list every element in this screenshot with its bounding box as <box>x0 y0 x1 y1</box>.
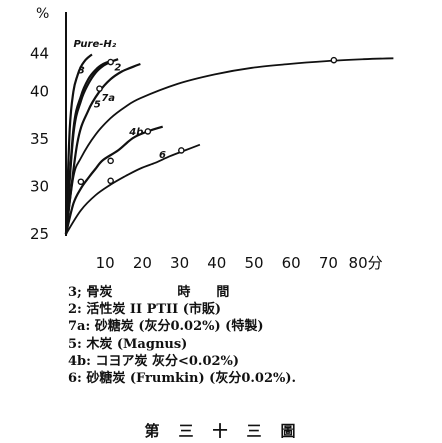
series-line-4b <box>64 125 163 235</box>
data-point <box>107 58 114 66</box>
series-labels: Pure-H₂ 3 2 7a5 4b 6 <box>73 39 166 161</box>
x-tick-label: 30 <box>170 254 189 272</box>
data-point <box>107 157 114 165</box>
figure-caption: 第 三 十 三 圖 <box>144 422 298 440</box>
legend-item: 3; 骨炭 時 間 <box>68 285 230 300</box>
x-tick-label: 60 <box>282 254 301 272</box>
series-label-4b: 4b <box>128 127 143 138</box>
data-series <box>64 53 394 235</box>
y-tick-label: 40 <box>30 83 49 101</box>
legend-item: 2: 活性炭 II PTII (市販) <box>68 302 222 318</box>
y-tick-label: 44 <box>30 45 49 63</box>
x-tick-label: 50 <box>244 254 263 272</box>
chart-plot: % 25 30 35 40 44 10 20 30 40 50 60 70 80分 Pure-H₂ 3 2 7… <box>30 6 394 272</box>
series-line-6 <box>65 143 201 235</box>
data-point <box>77 178 85 186</box>
x-tick-label: 70 <box>319 254 338 272</box>
legend: 3; 骨炭 時 間 2: 活性炭 II PTII (市販) 7a: 砂糖炭 (灰… <box>68 284 438 387</box>
series-line-7a <box>64 62 141 235</box>
y-tick-label: 30 <box>30 178 49 196</box>
legend-item: 7a: 砂糖炭 (灰分0.02%) (特製) <box>68 319 264 335</box>
series-label-5: 5 <box>94 100 101 111</box>
series-label-6: 6 <box>159 150 166 161</box>
data-point <box>144 128 152 135</box>
x-tick-label: 80分 <box>349 254 383 272</box>
data-point <box>107 177 114 185</box>
y-tick-labels: % 25 30 35 40 44 <box>30 6 49 243</box>
y-tick-label: 25 <box>30 225 49 243</box>
y-tick-label: 35 <box>30 130 49 148</box>
series-line-5 <box>65 57 394 235</box>
legend-item: 6: 砂糖炭 (Frumkin) (灰分0.02%). <box>68 371 297 387</box>
y-unit-label: % <box>36 6 49 22</box>
series-label-pure-h: Pure-H₂ <box>73 39 116 50</box>
x-tick-label: 40 <box>207 254 226 272</box>
data-point <box>330 56 338 64</box>
data-point <box>178 147 185 154</box>
series-label-2: 2 <box>114 63 121 74</box>
legend-item: 4b: コヨア炭 灰分<0.02%) <box>68 353 240 369</box>
series-label-3: 3 <box>78 65 85 76</box>
legend-item: 5: 木炭 (Magnus) <box>68 336 188 352</box>
data-point <box>96 85 103 92</box>
x-tick-label: 20 <box>133 254 152 272</box>
series-label-7a: 7a <box>101 93 115 104</box>
x-tick-labels: 10 20 30 40 50 60 70 80分 <box>96 254 383 272</box>
x-tick-label: 10 <box>96 254 115 272</box>
series-line-pure-h <box>64 53 93 235</box>
